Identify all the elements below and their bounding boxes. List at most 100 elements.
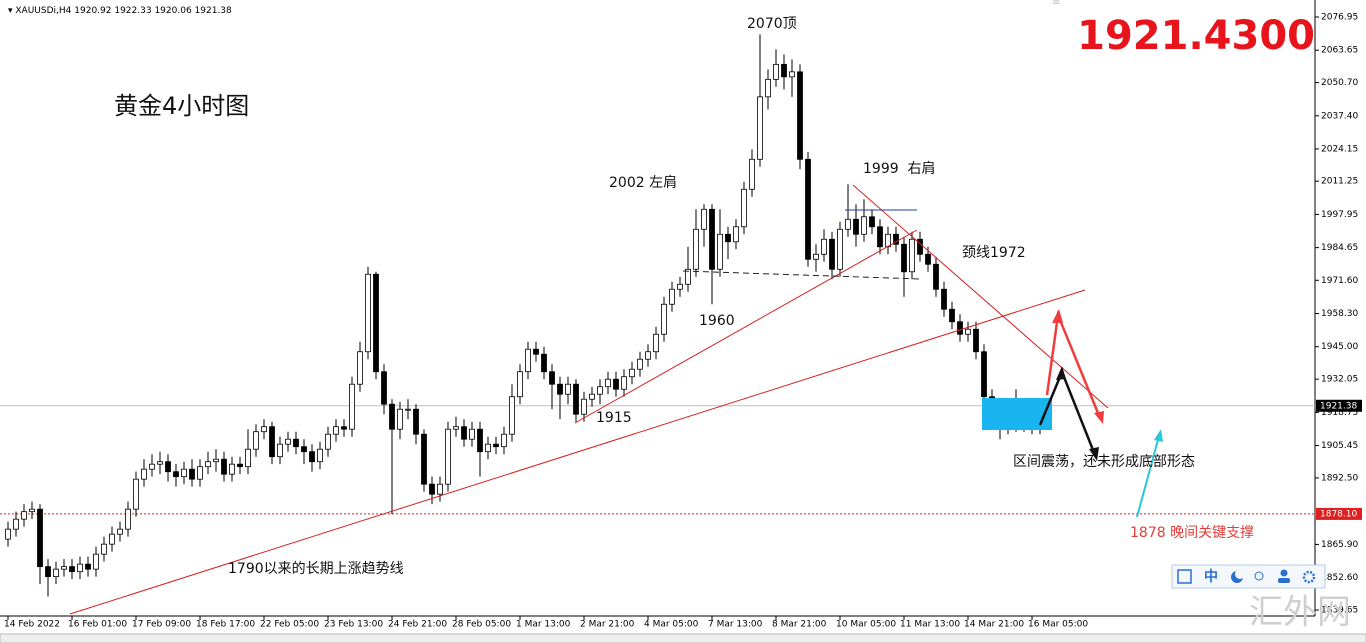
candle-body — [933, 263, 939, 290]
candle-body — [221, 458, 227, 475]
price-tag-label: 1878.10 — [1320, 509, 1357, 519]
toolbar-icon-cut — [1235, 569, 1245, 579]
black-arrow-head — [1089, 447, 1099, 461]
price-tag — [1316, 399, 1362, 412]
candle-body — [709, 208, 715, 270]
annotation: 颈线1972 — [962, 245, 1026, 261]
candle-body — [309, 451, 315, 463]
annotation: 1878 晚间关键支撑 — [1130, 525, 1254, 541]
candle-body — [21, 511, 27, 520]
candle-body — [269, 426, 275, 458]
candle-body — [461, 426, 467, 440]
down-trend-line — [852, 184, 1109, 409]
candle-body — [797, 71, 803, 160]
y-tick-label: 1971.60 — [1321, 276, 1358, 286]
x-tick-label: 7 Mar 13:00 — [708, 620, 763, 630]
candle-body — [13, 518, 19, 530]
black-arrow-head — [1056, 366, 1066, 380]
candle-body — [181, 468, 187, 478]
x-tick-label: 2 Mar 21:00 — [580, 620, 635, 630]
analysis-drawings — [69, 184, 1163, 615]
candle-body — [45, 566, 51, 578]
toolbar-icon[interactable] — [1280, 569, 1288, 577]
range-box — [982, 398, 1052, 430]
candle-body — [493, 443, 499, 448]
x-tick-label: 10 Mar 05:00 — [836, 620, 896, 630]
y-tick-label: 2024.15 — [1321, 144, 1358, 154]
candle-body — [565, 383, 571, 395]
candle-body — [973, 328, 979, 353]
candle-body — [413, 408, 419, 435]
cyan-arrow-head — [1154, 429, 1163, 442]
candle-body — [213, 458, 219, 463]
candle-body — [813, 253, 819, 260]
chart-title: 黄金4小时图 — [114, 92, 249, 120]
candle-body — [109, 533, 115, 545]
candle-body — [165, 461, 171, 473]
candle-body — [501, 433, 507, 448]
candle-body — [629, 368, 635, 378]
candle-body — [893, 233, 899, 245]
x-tick-label: 8 Mar 21:00 — [772, 620, 827, 630]
x-tick-label: 1 Mar 13:00 — [516, 620, 571, 630]
annotation: 1915 — [596, 410, 632, 426]
chart-header: ▾ XAUUSDi,H4 1920.92 1922.33 1920.06 192… — [8, 6, 232, 16]
candle-body — [757, 96, 763, 160]
header-close: 1921.38 — [195, 6, 232, 16]
x-tick-label: 16 Feb 01:00 — [68, 620, 127, 630]
candle-body — [341, 426, 347, 430]
price-tag — [1316, 507, 1362, 520]
candle-body — [773, 63, 779, 80]
candle-body — [517, 371, 523, 398]
candle-body — [469, 428, 475, 440]
y-tick-label: 1932.05 — [1321, 375, 1358, 385]
candle-body — [317, 448, 323, 463]
y-tick-label: 1839.65 — [1321, 606, 1358, 616]
candle-body — [525, 348, 531, 373]
annotation: 2070顶 — [747, 16, 797, 32]
x-tick-label: 18 Feb 17:00 — [196, 620, 255, 630]
toolbar-icon-body — [1278, 578, 1290, 583]
toolbar-icon[interactable] — [1254, 571, 1264, 581]
candle-body — [589, 393, 595, 400]
y-tick-label: 1958.30 — [1321, 309, 1358, 319]
candle-body — [141, 468, 147, 480]
candle-body — [53, 568, 59, 578]
candle-body — [69, 566, 75, 573]
annotation: 2002 左肩 — [609, 175, 677, 191]
candle-body — [853, 218, 859, 235]
candle-body — [205, 461, 211, 468]
symbol: XAUUSDi,H4 — [15, 6, 71, 16]
red-arrow-head — [1052, 309, 1063, 323]
candle-body — [285, 438, 291, 445]
x-tick-label: 23 Feb 13:00 — [324, 620, 383, 630]
candle-body — [509, 396, 515, 435]
toolbar-language[interactable]: 中 — [1204, 568, 1218, 585]
y-tick-label: 2063.65 — [1321, 46, 1358, 56]
header-low: 1920.06 — [154, 6, 191, 16]
annotation: 1960 — [699, 313, 735, 329]
candle-body — [805, 158, 811, 260]
candle-body — [437, 483, 443, 495]
toolbar-icon[interactable] — [1177, 569, 1192, 584]
candle-body — [325, 433, 331, 450]
candle-body — [357, 351, 363, 385]
corner-mark: ≡ — [1052, 0, 1060, 8]
candle-body — [237, 463, 243, 468]
candle-body — [533, 348, 539, 355]
candle-body — [621, 376, 627, 390]
header-arrow: ▾ — [8, 6, 15, 16]
candle-body — [685, 268, 691, 285]
toolbar-icon[interactable] — [1302, 570, 1316, 584]
candle-body — [277, 443, 283, 458]
candle-body — [637, 358, 643, 370]
candle-body — [661, 303, 667, 335]
red-arrow-head — [1094, 411, 1104, 424]
candle-body — [149, 463, 155, 470]
candle-body — [717, 233, 723, 270]
big-price: 1921.4300 — [1077, 13, 1315, 59]
candle-body — [381, 371, 387, 405]
candle-body — [301, 446, 307, 453]
